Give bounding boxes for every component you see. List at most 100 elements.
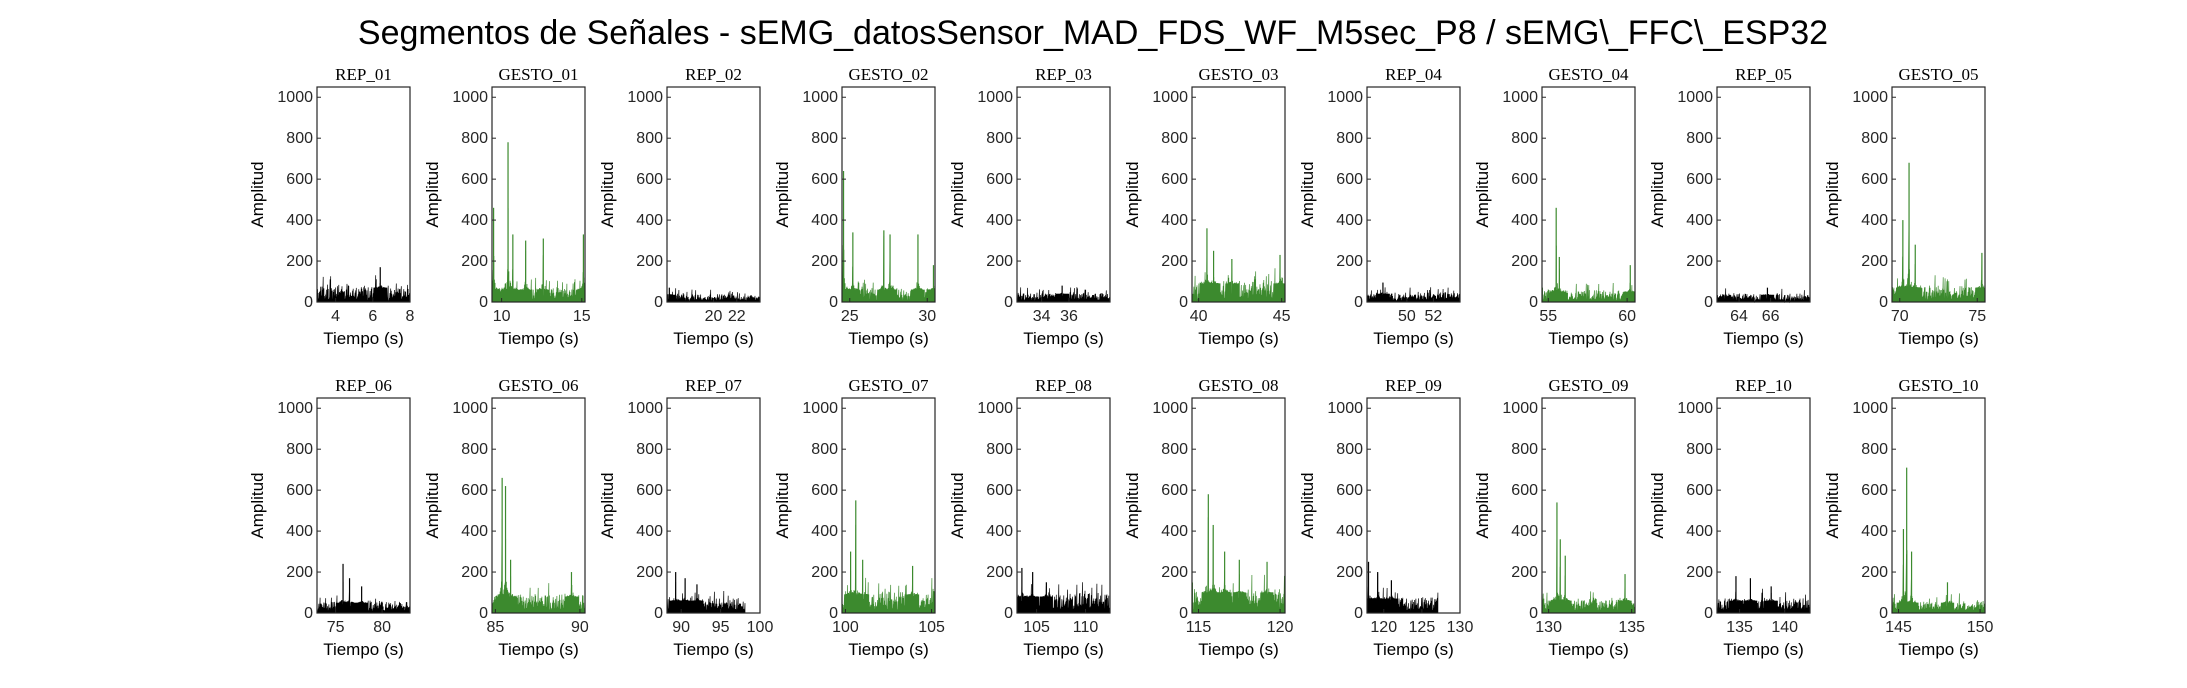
y-tick-label: 800	[1861, 130, 1888, 147]
x-axis-label: Tiempo (s)	[1023, 640, 1104, 659]
x-tick-label: 22	[728, 308, 746, 325]
x-axis-label: Tiempo (s)	[673, 329, 754, 348]
subplot-title: REP_08	[1035, 376, 1092, 395]
y-tick-label: 800	[1511, 130, 1538, 147]
x-tick-label: 140	[1771, 619, 1798, 636]
axes-frame	[1191, 86, 1286, 303]
y-tick-label: 1000	[1502, 400, 1538, 417]
y-tick-label: 0	[1529, 605, 1538, 622]
subplot-rep-05: 0 200 400 600 800 1000 64 66 REP_05 Tiempo (s) Amp…	[1648, 65, 1811, 348]
y-tick-label: 1000	[802, 89, 838, 106]
y-tick-label: 0	[479, 294, 488, 311]
x-tick-label: 105	[1023, 619, 1050, 636]
x-axis-label: Tiempo (s)	[1723, 329, 1804, 348]
subplot-title: GESTO_10	[1899, 376, 1979, 395]
y-tick-label: 1000	[1327, 89, 1363, 106]
x-tick-label: 40	[1190, 308, 1208, 325]
signal-line	[841, 524, 936, 614]
x-tick-label: 75	[1968, 308, 1986, 325]
subplot-title: REP_09	[1385, 376, 1442, 395]
y-tick-label: 400	[1861, 523, 1888, 540]
axes-frame	[316, 86, 411, 303]
axes-frame	[491, 86, 586, 303]
x-tick-label: 64	[1730, 308, 1748, 325]
y-tick-label: 0	[304, 294, 313, 311]
y-tick-label: 600	[286, 482, 313, 499]
y-tick-label: 200	[1336, 564, 1363, 581]
subplot-gesto-10: 0 200 400 600 800 1000 145 150 GESTO_10 Tiempo (s…	[1823, 376, 1994, 659]
y-tick-label: 400	[461, 212, 488, 229]
subplot-title: GESTO_08	[1199, 376, 1279, 395]
y-axis-label: Amplitud	[423, 161, 442, 227]
y-tick-label: 1000	[627, 400, 663, 417]
x-tick-label: 70	[1891, 308, 1909, 325]
subplot-title: REP_03	[1035, 65, 1092, 84]
x-tick-label: 15	[573, 308, 591, 325]
y-tick-label: 400	[986, 523, 1013, 540]
x-axis-label: Tiempo (s)	[498, 329, 579, 348]
x-tick-label: 90	[672, 619, 690, 636]
subplot-title: GESTO_02	[849, 65, 929, 84]
y-tick-label: 800	[286, 441, 313, 458]
signal-line	[1541, 512, 1636, 614]
x-axis-label: Tiempo (s)	[1198, 640, 1279, 659]
subplot-title: REP_02	[685, 65, 742, 84]
x-tick-label: 25	[841, 308, 859, 325]
y-tick-label: 400	[461, 523, 488, 540]
signal-line	[316, 581, 411, 614]
subplot-title: GESTO_01	[499, 65, 579, 84]
x-axis-label: Tiempo (s)	[848, 329, 929, 348]
y-tick-label: 800	[286, 130, 313, 147]
x-tick-label: 110	[1073, 619, 1099, 636]
x-tick-label: 130	[1535, 619, 1562, 636]
y-tick-label: 800	[461, 130, 488, 147]
subplot-gesto-01: 0 200 400 600 800 1000 10 15 GESTO_01 Tiempo (s) A…	[423, 65, 591, 348]
axes-frame	[666, 86, 761, 303]
y-tick-label: 1000	[1152, 89, 1188, 106]
x-tick-label: 4	[331, 308, 340, 325]
x-axis-label: Tiempo (s)	[1373, 640, 1454, 659]
x-axis-label: Tiempo (s)	[1198, 329, 1279, 348]
y-axis-label: Amplitud	[1823, 161, 1842, 227]
subplot-title: REP_06	[335, 376, 392, 395]
x-tick-label: 135	[1726, 619, 1753, 636]
signal-line	[1716, 588, 1811, 614]
subplot-title: GESTO_04	[1549, 65, 1629, 84]
y-tick-label: 200	[1511, 253, 1538, 270]
y-tick-label: 800	[1161, 441, 1188, 458]
signal-line	[491, 208, 586, 303]
signal-line	[1891, 550, 1986, 614]
signal-line	[1366, 287, 1461, 303]
x-tick-label: 115	[1186, 619, 1212, 636]
x-tick-label: 6	[368, 308, 377, 325]
subplot-rep-08: 0 200 400 600 800 1000 105 110 REP_08 Tiempo (s) A…	[948, 376, 1111, 659]
y-tick-label: 0	[479, 605, 488, 622]
y-tick-label: 1000	[802, 400, 838, 417]
y-tick-label: 1000	[277, 89, 313, 106]
y-tick-label: 800	[636, 130, 663, 147]
subplot-rep-07: 0 200 400 600 800 1000 90 95 100 REP_07 Tiempo (s)…	[598, 376, 773, 659]
y-tick-label: 1000	[277, 400, 313, 417]
y-tick-label: 600	[636, 171, 663, 188]
axes-frame	[1891, 86, 1986, 303]
y-axis-label: Amplitud	[598, 161, 617, 227]
y-tick-label: 600	[811, 482, 838, 499]
subplot-rep-09: 0 200 400 600 800 1000 120 125 130 REP_09 Tiempo (…	[1298, 376, 1473, 659]
y-tick-label: 200	[636, 253, 663, 270]
y-tick-label: 600	[1861, 171, 1888, 188]
y-tick-label: 400	[1161, 523, 1188, 540]
y-tick-label: 1000	[1852, 89, 1888, 106]
x-axis-label: Tiempo (s)	[1548, 329, 1629, 348]
y-tick-label: 1000	[1502, 89, 1538, 106]
y-tick-label: 0	[829, 294, 838, 311]
y-tick-label: 400	[1336, 523, 1363, 540]
y-tick-label: 600	[1686, 482, 1713, 499]
subplot-rep-06: 0 200 400 600 800 1000 75 80 REP_06 Tiempo (s) Amp…	[248, 376, 411, 659]
y-axis-label: Amplitud	[1473, 161, 1492, 227]
y-tick-label: 600	[1336, 482, 1363, 499]
axes-frame	[1716, 397, 1811, 614]
axes-frame	[1016, 397, 1111, 614]
subplot-gesto-02: 0 200 400 600 800 1000 25 30 GESTO_02 Tiempo (s) A…	[773, 65, 936, 348]
axes-frame	[1716, 86, 1811, 303]
